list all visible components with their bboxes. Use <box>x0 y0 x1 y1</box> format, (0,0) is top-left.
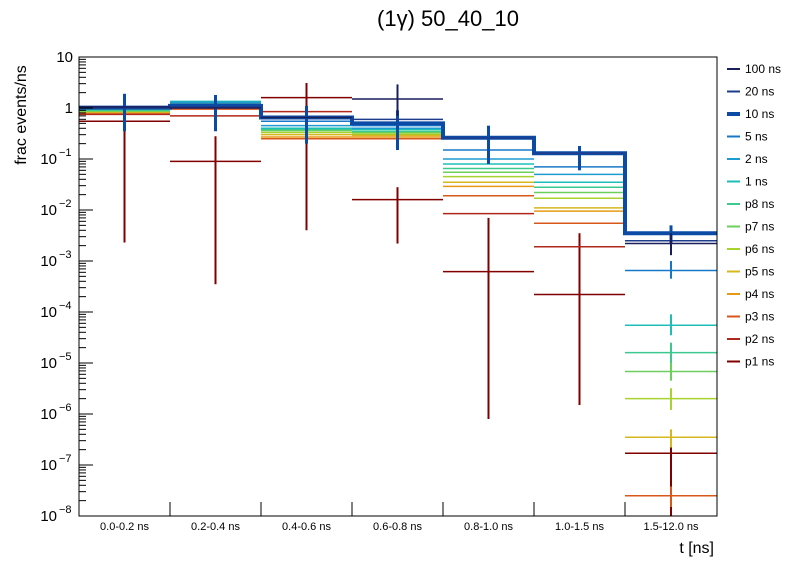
y-tick-exponent: −8 <box>59 504 72 516</box>
y-tick-label: 10 <box>56 49 73 66</box>
x-tick-label: 0.6-0.8 ns <box>373 521 422 533</box>
legend-label: p1 ns <box>745 355 774 369</box>
legend-label: p4 ns <box>745 287 774 301</box>
x-tick-label: 0.4-0.6 ns <box>282 521 331 533</box>
y-tick-label: 10 <box>40 457 57 474</box>
y-tick-label: 10 <box>40 355 57 372</box>
y-tick-label: 10 <box>40 508 57 525</box>
y-tick-label: 1 <box>65 100 73 117</box>
plot-frame <box>78 56 718 517</box>
chart-title: (1γ) 50_40_10 <box>377 6 519 31</box>
legend-label: 1 ns <box>745 175 768 189</box>
x-axis-label: t [ns] <box>679 540 714 557</box>
legend-label: p2 ns <box>745 332 774 346</box>
y-axis-label: frac events/ns <box>13 65 30 165</box>
legend-label: 5 ns <box>745 130 768 144</box>
legend-label: 2 ns <box>745 152 768 166</box>
legend-label: 10 ns <box>745 107 774 121</box>
x-tick-label: 1.0-1.5 ns <box>555 521 604 533</box>
x-tick-label: 0.0-0.2 ns <box>100 521 149 533</box>
legend-label: p8 ns <box>745 197 774 211</box>
y-tick-label: 10 <box>40 304 57 321</box>
series-p5-ns <box>79 104 717 448</box>
y-tick-exponent: −7 <box>59 453 72 465</box>
series-p3-ns <box>79 108 717 508</box>
y-tick-label: 10 <box>40 406 57 423</box>
x-tick-label: 0.2-0.4 ns <box>191 521 240 533</box>
legend-label: 100 ns <box>745 62 781 76</box>
series-100-ns <box>79 84 717 256</box>
x-tick-label: 1.5-12.0 ns <box>643 521 699 533</box>
y-tick-exponent: −5 <box>59 351 72 363</box>
y-tick-label: 10 <box>40 151 57 168</box>
y-tick-label: 10 <box>40 253 57 270</box>
y-tick-exponent: −1 <box>59 147 72 159</box>
legend-label: p3 ns <box>745 310 774 324</box>
y-tick-label: 10 <box>40 202 57 219</box>
y-tick-exponent: −4 <box>59 300 72 312</box>
legend-label: p7 ns <box>745 220 774 234</box>
x-tick-label: 0.8-1.0 ns <box>464 521 513 533</box>
legend-label: p5 ns <box>745 265 774 279</box>
legend-label: p6 ns <box>745 242 774 256</box>
legend-label: 20 ns <box>745 85 774 99</box>
y-tick-exponent: −3 <box>59 249 72 261</box>
y-tick-exponent: −2 <box>59 198 72 210</box>
y-tick-exponent: −6 <box>59 402 72 414</box>
